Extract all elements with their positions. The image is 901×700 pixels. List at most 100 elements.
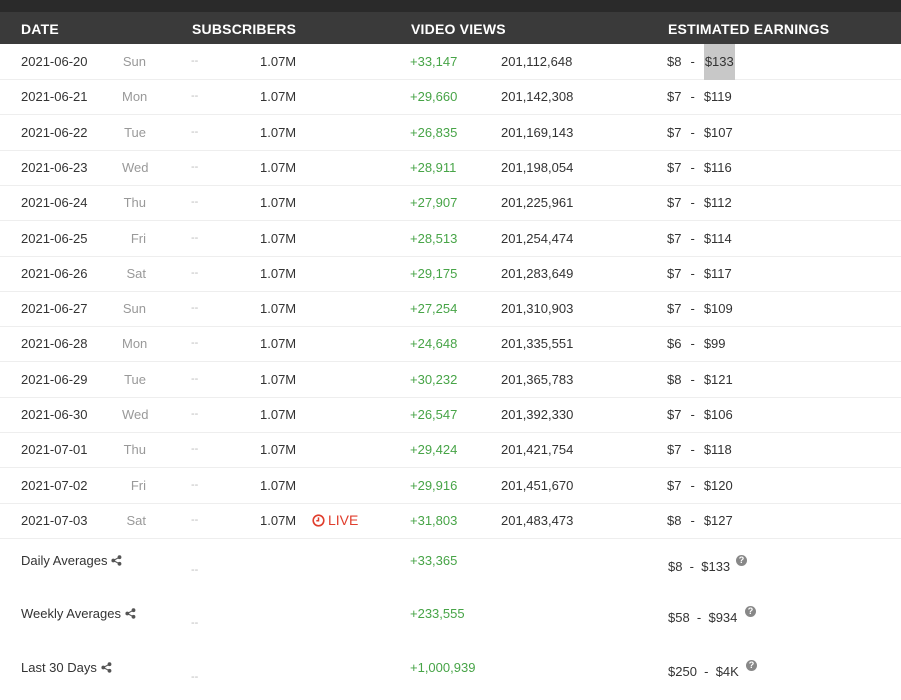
averages-views: +1,000,939 bbox=[410, 660, 476, 675]
row-day-of-week: Fri bbox=[130, 230, 146, 246]
table-row: 2021-06-25 Fri -- 1.07M +28,513 201,254,474 $7… bbox=[0, 221, 901, 257]
row-earnings: $7- $112 bbox=[667, 195, 732, 210]
row-earnings: $6- $99 bbox=[667, 336, 726, 351]
row-earnings: $8- $121 bbox=[667, 372, 733, 387]
earnings-low: $7 bbox=[667, 195, 682, 211]
header-subscribers: SUBSCRIBERS bbox=[192, 21, 297, 37]
row-day-of-week: Thu bbox=[123, 195, 146, 211]
earnings-low: $8 bbox=[667, 371, 682, 387]
row-earnings: $7- $117 bbox=[667, 266, 732, 281]
row-day-of-week: Sat bbox=[126, 265, 146, 281]
header-estimated-earnings: ESTIMATED EARNINGS bbox=[668, 21, 830, 37]
row-date: 2021-07-03 bbox=[21, 512, 88, 528]
row-date: 2021-07-02 bbox=[21, 477, 88, 493]
row-day-of-week: Sun bbox=[122, 301, 146, 317]
averages-label-text: Weekly Averages bbox=[21, 606, 121, 621]
row-subscribers-change: -- bbox=[191, 408, 199, 420]
row-earnings: $7- $116 bbox=[667, 160, 732, 175]
live-badge[interactable]: LIVE bbox=[312, 512, 358, 528]
row-views-change: +30,232 bbox=[410, 371, 458, 387]
earnings-low: $8 bbox=[667, 54, 682, 69]
row-day-of-week: Tue bbox=[124, 124, 146, 140]
earnings-high: $114 bbox=[703, 230, 732, 246]
row-subscribers-change: -- bbox=[191, 196, 199, 209]
averages-views: +233,555 bbox=[410, 606, 465, 621]
row-subscribers-total: 1.07M bbox=[260, 336, 297, 352]
row-views-total: 201,198,054 bbox=[501, 159, 574, 175]
row-day-of-week: Fri bbox=[130, 477, 146, 493]
row-views-change: +31,803 bbox=[410, 512, 458, 528]
table-header: DATE SUBSCRIBERS VIDEO VIEWS ESTIMATED E… bbox=[0, 12, 901, 44]
row-date: 2021-06-30 bbox=[21, 407, 88, 422]
row-earnings: $7- $107 bbox=[667, 125, 733, 140]
help-icon[interactable]: ? bbox=[745, 606, 756, 617]
row-subscribers-total: 1.07M bbox=[260, 371, 297, 387]
earnings-low: $7 bbox=[667, 230, 682, 246]
row-subscribers-change: -- bbox=[191, 266, 199, 279]
averages-label-text: Daily Averages bbox=[21, 553, 108, 568]
row-views-change: +28,911 bbox=[410, 159, 457, 175]
row-views-total: 201,451,670 bbox=[501, 477, 574, 493]
share-icon[interactable] bbox=[111, 555, 122, 566]
help-icon[interactable]: ? bbox=[736, 555, 747, 566]
averages-views: +33,365 bbox=[410, 553, 458, 568]
row-date: 2021-06-20 bbox=[21, 54, 88, 69]
share-icon[interactable] bbox=[125, 608, 136, 619]
row-day-of-week: Wed bbox=[122, 159, 149, 175]
row-subscribers-total: 1.07M bbox=[260, 301, 297, 317]
earnings-separator: - bbox=[690, 54, 695, 69]
earnings-high: $107 bbox=[703, 124, 733, 140]
row-subscribers-change: -- bbox=[191, 302, 199, 315]
row-subscribers-change: -- bbox=[191, 443, 199, 456]
top-bar bbox=[0, 0, 901, 12]
earnings-high: $127 bbox=[703, 512, 733, 528]
earnings-separator: - bbox=[690, 512, 695, 528]
row-earnings: $7- $109 bbox=[667, 301, 733, 316]
row-date: 2021-06-29 bbox=[21, 371, 88, 387]
earnings-separator: - bbox=[690, 371, 695, 387]
earnings-low: $7 bbox=[667, 89, 682, 105]
row-subscribers-total: 1.07M bbox=[260, 195, 297, 211]
table-row: 2021-06-28 Mon -- 1.07M +24,648 201,335,551 $6… bbox=[0, 326, 901, 363]
earnings-low: $7 bbox=[667, 477, 682, 493]
earnings-low: $7 bbox=[667, 159, 682, 175]
row-date: 2021-06-26 bbox=[21, 265, 88, 281]
row-earnings: $7- $106 bbox=[667, 407, 733, 422]
averages-subscribers: -- bbox=[191, 671, 199, 683]
share-icon[interactable] bbox=[101, 662, 112, 673]
row-subscribers-total: 1.07M bbox=[260, 265, 297, 281]
header-date: DATE bbox=[21, 21, 59, 37]
row-subscribers-change: -- bbox=[191, 125, 199, 138]
row-views-total: 201,335,551 bbox=[501, 336, 574, 352]
earnings-high: $118 bbox=[703, 442, 732, 458]
row-views-change: +29,660 bbox=[410, 89, 458, 105]
table-row: 2021-06-22 Tue -- 1.07M +26,835 201,169,143 $7… bbox=[0, 115, 901, 151]
earnings-separator: - bbox=[690, 336, 695, 352]
row-subscribers-change: -- bbox=[191, 337, 199, 350]
averages-label: Weekly Averages bbox=[21, 606, 136, 621]
earnings-high: $106 bbox=[703, 407, 733, 422]
earnings-separator: - bbox=[690, 124, 695, 140]
row-views-total: 201,169,143 bbox=[501, 124, 574, 140]
row-earnings: $8- $133 bbox=[667, 44, 735, 80]
row-day-of-week: Thu bbox=[123, 442, 146, 458]
row-views-change: +29,424 bbox=[410, 442, 458, 458]
row-day-of-week: Wed bbox=[122, 407, 149, 422]
earnings-low: $6 bbox=[667, 336, 682, 352]
row-subscribers-total: 1.07M bbox=[260, 54, 297, 69]
row-date: 2021-06-23 bbox=[21, 159, 88, 175]
averages-label: Last 30 Days bbox=[21, 660, 112, 675]
help-icon[interactable]: ? bbox=[746, 660, 757, 671]
row-date: 2021-06-24 bbox=[21, 195, 88, 211]
row-day-of-week: Sun bbox=[122, 54, 146, 69]
row-date: 2021-06-27 bbox=[21, 301, 88, 317]
row-earnings: $7- $114 bbox=[667, 231, 732, 246]
table-row: 2021-06-26 Sat -- 1.07M +29,175 201,283,649 $7… bbox=[0, 256, 901, 292]
earnings-high: $99 bbox=[703, 336, 726, 352]
table-row: 2021-06-29 Tue -- 1.07M +30,232 201,365,783 $8… bbox=[0, 362, 901, 398]
table-row: 2021-06-27 Sun -- 1.07M +27,254 201,310,903 $7… bbox=[0, 291, 901, 328]
row-subscribers-change: -- bbox=[191, 55, 199, 67]
row-views-total: 201,112,648 bbox=[501, 54, 573, 69]
earnings-high: $119 bbox=[703, 89, 732, 105]
row-subscribers-change: -- bbox=[191, 231, 199, 244]
